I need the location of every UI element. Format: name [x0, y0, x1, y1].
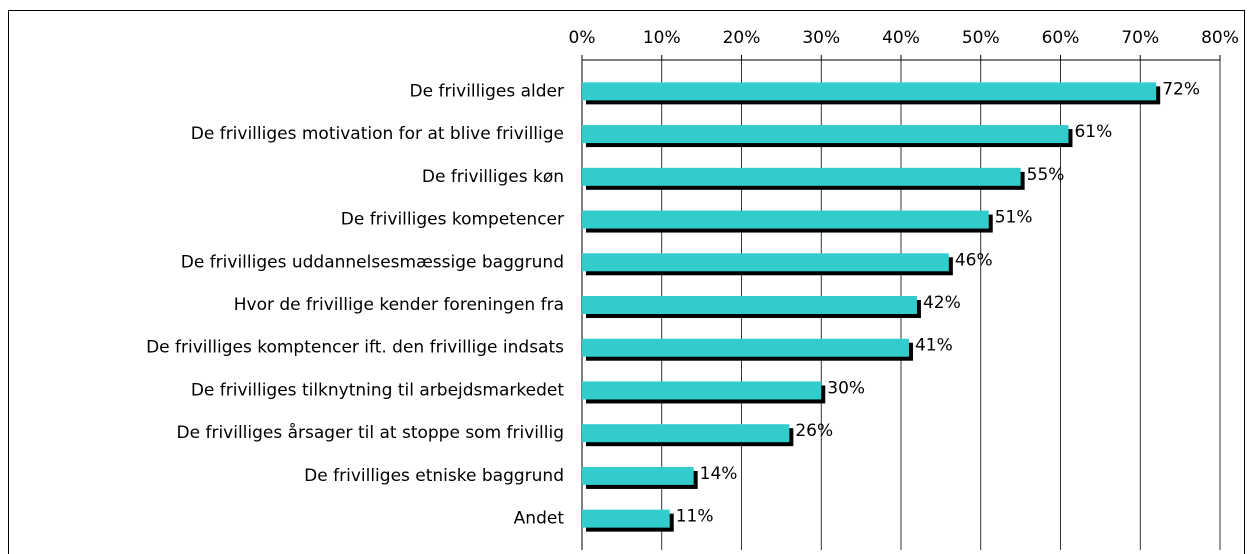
data-label: 72%	[1162, 79, 1200, 99]
y-tick-label: De frivilliges alder	[410, 81, 565, 101]
bar	[582, 125, 1069, 144]
x-tick-label: 80%	[1201, 28, 1239, 48]
y-tick-label: De frivilliges uddannelsesmæssige baggru…	[181, 252, 564, 272]
y-tick-label: De frivilliges tilknytning til arbejdsma…	[191, 380, 564, 400]
x-tick-label: 60%	[1042, 28, 1080, 48]
bar	[582, 381, 822, 400]
x-tick-label: 70%	[1121, 28, 1159, 48]
y-tick-label: Andet	[514, 509, 565, 529]
y-tick-label: Hvor de frivillige kender foreningen fra	[234, 295, 564, 315]
y-tick-label: De frivilliges kompetencer	[341, 210, 564, 230]
data-label: 55%	[1027, 165, 1065, 185]
bar	[582, 509, 670, 528]
data-label: 11%	[676, 507, 714, 527]
y-tick-label: De frivilliges motivation for at blive f…	[191, 124, 564, 144]
x-tick-label: 30%	[802, 28, 840, 48]
bar	[582, 296, 917, 314]
x-tick-label: 20%	[723, 28, 761, 48]
x-tick-label: 10%	[643, 28, 681, 48]
x-tick-label: 0%	[569, 28, 596, 48]
bar	[582, 167, 1021, 186]
chart-frame	[8, 10, 1245, 554]
x-tick-label: 40%	[882, 28, 920, 48]
x-tick-label: 50%	[962, 28, 1000, 48]
bar	[582, 466, 694, 485]
y-tick-label: De frivilliges køn	[422, 167, 564, 187]
y-tick-label: De frivilliges etniske baggrund	[304, 466, 564, 486]
data-label: 61%	[1074, 122, 1112, 142]
data-label: 41%	[915, 336, 953, 356]
bar	[582, 82, 1157, 101]
y-tick-label: De frivilliges årsager til at stoppe som…	[177, 422, 564, 443]
y-tick-label: De frivilliges komptencer ift. den frivi…	[146, 338, 564, 358]
data-label: 46%	[955, 250, 993, 270]
data-label: 51%	[995, 208, 1033, 228]
data-label: 30%	[827, 378, 865, 398]
data-label: 14%	[700, 464, 738, 484]
bar	[582, 210, 989, 229]
bar	[582, 338, 909, 357]
bar	[582, 424, 790, 443]
data-label: 42%	[923, 293, 961, 313]
data-label: 26%	[795, 421, 833, 441]
bar	[582, 253, 949, 272]
